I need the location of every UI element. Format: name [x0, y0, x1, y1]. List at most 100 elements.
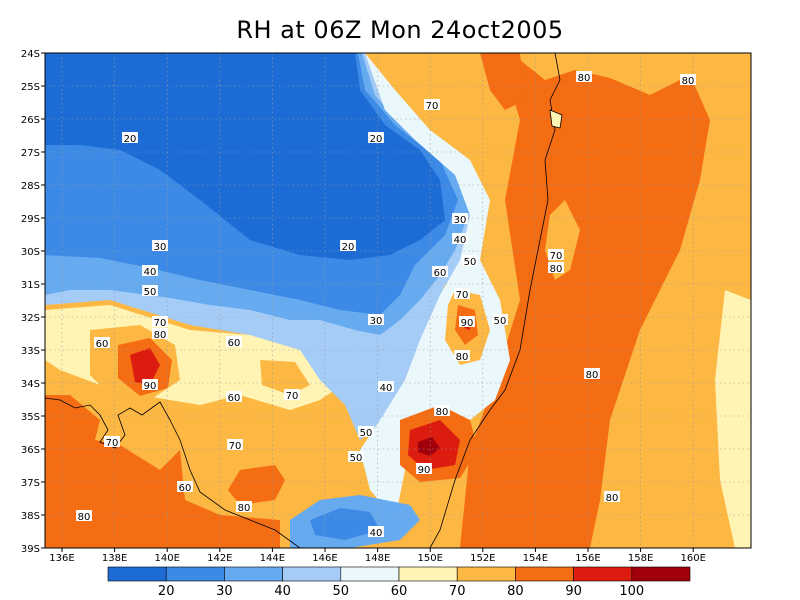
rh-20-30-dry-core: [45, 53, 445, 260]
contour-label: 60: [228, 393, 241, 404]
contour-label-bg: [584, 368, 600, 379]
colorbar-swatch: [398, 566, 458, 582]
contour-label: 20: [370, 134, 383, 145]
lon-tick-label: 160E: [680, 553, 705, 564]
lon-tick-label: 136E: [49, 553, 74, 564]
contour-label: 90: [418, 465, 431, 476]
contour-label: 80: [578, 73, 591, 84]
lon-tick-label: 156E: [575, 553, 600, 564]
rh-80-90-north: [480, 53, 525, 110]
rh-70-80-east-edge: [740, 200, 751, 300]
contour-label-bg: [604, 491, 620, 502]
contour-label: 80: [436, 407, 449, 418]
contour-label-bg: [284, 389, 300, 400]
coastline-east: [429, 53, 561, 548]
contour-label-bg: [454, 350, 470, 361]
lat-tick-label: 33S: [21, 346, 40, 357]
contour-label: 80: [238, 503, 251, 514]
contour-label-bg: [452, 233, 468, 244]
rh-100-plus-central-core: [418, 437, 440, 456]
colorbar-swatch: [631, 566, 691, 582]
colorbar-label: 50: [333, 584, 350, 599]
contour-label-bg: [177, 481, 193, 492]
contour-label-bg: [152, 328, 168, 339]
contour-label-bg: [236, 501, 252, 512]
colorbar-label: 40: [274, 584, 291, 599]
contour-label: 80: [78, 512, 91, 523]
contour-label: 50: [350, 453, 363, 464]
contour-label-bg: [548, 249, 564, 260]
contour-label: 20: [124, 134, 137, 145]
contour-label: 20: [342, 242, 355, 253]
lon-tick-label: 154E: [523, 553, 548, 564]
contour-label: 80: [682, 76, 695, 87]
colorbar-swatch: [165, 566, 225, 582]
contour-label-bg: [462, 255, 478, 266]
colorbar-swatch: [340, 566, 400, 582]
contour-label-bg: [122, 132, 138, 143]
contour-label: 50: [144, 287, 157, 298]
contour-label: 60: [228, 338, 241, 349]
contour-label: 60: [96, 339, 109, 350]
contour-label-bg: [576, 71, 592, 82]
contour-label-bg: [142, 379, 158, 390]
colorbar-swatch: [224, 566, 283, 582]
lat-tick-label: 35S: [21, 412, 40, 423]
contour-label-bg: [348, 451, 364, 462]
lat-tick-label: 29S: [21, 214, 40, 225]
contour-label: 40: [380, 383, 393, 394]
rh-90-100-west-blob: [130, 348, 160, 385]
contour-label-bg: [227, 439, 243, 450]
lat-tick-label: 34S: [21, 379, 40, 390]
coastline: [45, 53, 563, 548]
rh-filled-contours: [45, 53, 751, 548]
map-frame: [44, 52, 752, 549]
rh-50-60-channel: [360, 53, 510, 520]
lat-tick-label: 30S: [21, 247, 40, 258]
contour-label: 80: [154, 330, 167, 341]
lon-tick-label: 146E: [312, 553, 337, 564]
contour-label: 30: [154, 242, 167, 253]
colorbar-label: 20: [158, 584, 175, 599]
lat-tick-label: 26S: [21, 115, 40, 126]
contour-label: 60: [179, 483, 192, 494]
colorbar-swatch: [573, 566, 633, 582]
contour-label: 70: [426, 101, 439, 112]
colorbar-label: 30: [216, 584, 233, 599]
colorbar-label: 60: [391, 584, 408, 599]
colorbar-label: 90: [565, 584, 582, 599]
lat-tick-label: 27S: [21, 148, 40, 159]
colorbar-label: 80: [507, 584, 524, 599]
contour-label: 60: [434, 268, 447, 279]
contour-label-bg: [548, 262, 564, 273]
contour-label-bg: [76, 510, 92, 521]
axis-ticks: 24S 25S 26S 27S 28S 29S 30S 31S 32S 33S 34S 35S 36S 3…: [21, 49, 706, 564]
lat-tick-label: 24S: [21, 49, 40, 60]
lon-tick-label: 138E: [102, 553, 127, 564]
lon-tick-label: 152E: [470, 553, 495, 564]
contour-label-bg: [368, 132, 384, 143]
contour-label: 30: [370, 316, 383, 327]
contour-label: 90: [461, 318, 474, 329]
contour-label: 80: [606, 493, 619, 504]
colorbar-label: 100: [619, 584, 644, 599]
contour-label-bg: [340, 240, 356, 251]
contour-label: 40: [144, 267, 157, 278]
contour-label-bg: [368, 526, 384, 537]
contour-label: 70: [154, 318, 167, 329]
map-title: RH at 06Z Mon 24oct2005: [236, 16, 564, 44]
lat-tick-label: 37S: [21, 478, 40, 489]
contour-label-bg: [142, 285, 158, 296]
contour-label: 70: [229, 441, 242, 452]
contour-label: 30: [454, 215, 467, 226]
lat-tick-label: 32S: [21, 313, 40, 324]
contour-label-bg: [152, 240, 168, 251]
contour-label-bg: [416, 463, 432, 474]
coastline-south: [45, 397, 301, 548]
colorbar-swatch: [107, 566, 167, 582]
contour-label: 80: [586, 370, 599, 381]
contour-label: 80: [550, 264, 563, 275]
rh-80-90-small-cell: [228, 465, 285, 505]
contour-label-bg: [358, 426, 374, 437]
